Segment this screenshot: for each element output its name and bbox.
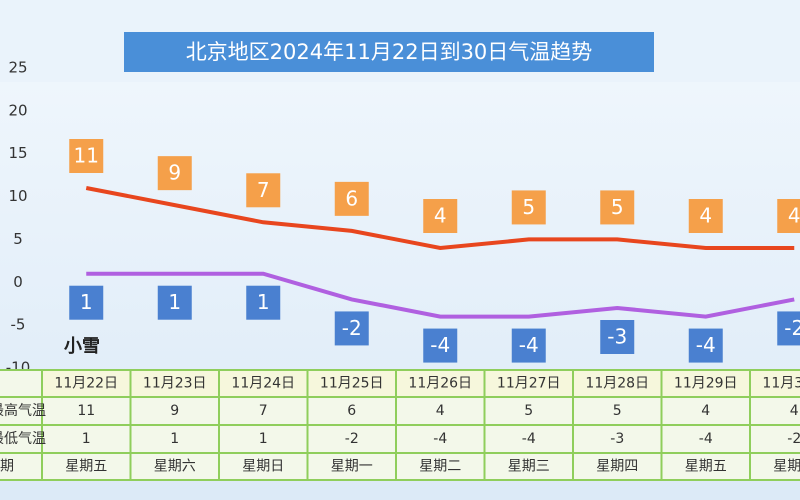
table-cell: 1 — [170, 431, 179, 447]
table-cell: -2 — [345, 431, 359, 447]
value-label: 4 — [434, 204, 447, 228]
table-cell: -3 — [610, 431, 624, 447]
value-label-box — [777, 311, 800, 346]
x-tick-label: 11月29日 — [674, 376, 738, 392]
value-label: 5 — [611, 195, 624, 219]
x-tick-label: 11月26日 — [408, 376, 472, 392]
value-label-box — [777, 199, 800, 233]
value-label: 4 — [788, 204, 800, 228]
value-label: -2 — [784, 316, 800, 340]
value-label: 1 — [257, 290, 270, 314]
value-label-box — [600, 320, 635, 354]
table-cell: -4 — [699, 431, 713, 447]
row-label: 最高气温 — [0, 402, 46, 419]
line — [85, 186, 795, 251]
x-tick-label: 11月25日 — [320, 376, 384, 392]
y-tick-label: 15 — [8, 144, 27, 162]
value-label-box — [511, 328, 546, 363]
value-label-box — [334, 311, 369, 346]
value-label: 11 — [74, 144, 99, 168]
line — [86, 271, 795, 319]
x-tick-label: 11月28日 — [585, 376, 649, 392]
weekday: 星期六 — [154, 459, 196, 475]
value-label: 9 — [168, 161, 181, 185]
table-cell: 4 — [436, 403, 445, 419]
y-tick-label: -5 — [11, 316, 26, 334]
value-label-box — [69, 139, 104, 173]
table-cell: 4 — [701, 403, 710, 419]
y-tick-label: 10 — [8, 187, 27, 205]
table-cell: -4 — [433, 431, 447, 447]
weekday: 星期二 — [419, 459, 461, 475]
row-label: 最低气温 — [0, 431, 46, 447]
value-label-box — [69, 285, 104, 320]
x-tick-label: 11月24日 — [231, 376, 295, 392]
table-cell: -4 — [522, 431, 536, 447]
value-label: -3 — [607, 325, 627, 349]
weekday: 星期六 — [773, 459, 800, 475]
table-cell: 1 — [82, 431, 91, 447]
y-tick-label: 0 — [13, 273, 23, 291]
annotation: 小雪 — [64, 336, 100, 357]
y-tick-label: 20 — [8, 101, 27, 119]
row-label: 日期 — [0, 459, 14, 475]
value-label-box — [334, 181, 369, 216]
chart-title: 北京地区2024年11月22日到30日气温趋势 — [186, 40, 593, 64]
value-label-box — [246, 173, 281, 208]
weekday: 星期一 — [331, 459, 373, 475]
value-label: 5 — [522, 195, 535, 219]
table-cell: 9 — [170, 403, 179, 419]
weekday: 星期日 — [242, 459, 284, 475]
value-label: 1 — [80, 290, 93, 314]
value-label-box — [600, 190, 635, 225]
weekday: 星期五 — [685, 459, 727, 475]
table-cell: 7 — [259, 403, 268, 419]
title-box — [124, 32, 654, 72]
weekday: 星期四 — [596, 459, 638, 475]
table-cell: 11 — [77, 403, 95, 419]
value-label-box — [157, 156, 192, 191]
x-tick-label: 11月23日 — [143, 376, 207, 392]
value-label: -4 — [430, 333, 450, 357]
value-label: 4 — [699, 204, 712, 228]
table-cell: 4 — [790, 403, 799, 419]
value-label-box — [246, 285, 281, 320]
value-label-box — [423, 199, 458, 233]
value-label: -2 — [342, 316, 362, 340]
value-label-box — [511, 190, 546, 225]
value-label-box — [423, 328, 458, 363]
y-tick-label: 25 — [8, 59, 27, 77]
x-tick-label: 11月30日 — [762, 376, 800, 392]
value-label: 1 — [168, 290, 181, 314]
weekday: 星期三 — [508, 459, 550, 475]
table-cell: -2 — [787, 431, 800, 447]
value-label: 7 — [257, 178, 270, 202]
x-tick-label: 11月27日 — [497, 376, 561, 392]
table-cell: 1 — [259, 431, 268, 447]
table-cell: 5 — [613, 403, 622, 419]
table-cell: 6 — [347, 403, 356, 419]
value-label: -4 — [696, 333, 716, 357]
weekday: 星期五 — [65, 459, 107, 475]
value-label-box — [688, 328, 723, 363]
value-label: -4 — [519, 333, 539, 357]
value-label: 6 — [345, 186, 358, 210]
value-label-box — [688, 199, 723, 233]
table-cell: 5 — [524, 403, 533, 419]
table-head — [42, 370, 800, 397]
value-label-box — [157, 285, 192, 320]
y-tick-label: 5 — [13, 230, 23, 248]
x-tick-label: 11月22日 — [54, 376, 118, 392]
